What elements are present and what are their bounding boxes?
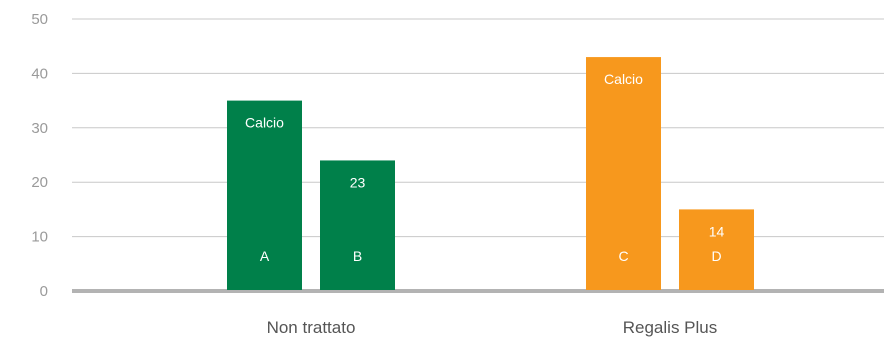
bar-top-label: Calcio	[604, 71, 643, 87]
x-category-label: Non trattato	[267, 318, 356, 337]
bar	[679, 209, 754, 290]
y-tick-label: 50	[31, 11, 48, 28]
bar-bottom-label: A	[260, 248, 270, 264]
y-tick-label: 30	[31, 120, 48, 137]
bar	[320, 160, 395, 290]
grid-layer	[72, 18, 884, 293]
bars-layer	[227, 57, 754, 290]
y-tick-label: 0	[40, 283, 48, 300]
bar-top-label: 23	[350, 174, 366, 190]
x-category-label: Regalis Plus	[623, 318, 718, 337]
y-tick-label: 10	[31, 229, 48, 246]
bar-bottom-label: C	[618, 248, 628, 264]
bar-bottom-label: D	[711, 248, 721, 264]
bar	[586, 57, 661, 290]
y-tick-label: 20	[31, 174, 48, 191]
bar-top-label: Calcio	[245, 115, 284, 131]
bar-top-label: 14	[709, 223, 725, 239]
bar-bottom-label: B	[353, 248, 362, 264]
labels-layer: 0 10 20 30 40 50 Calcio A 23 B Non trattato Calcio C…	[31, 11, 724, 337]
bar	[227, 100, 302, 290]
y-tick-label: 40	[31, 65, 48, 82]
